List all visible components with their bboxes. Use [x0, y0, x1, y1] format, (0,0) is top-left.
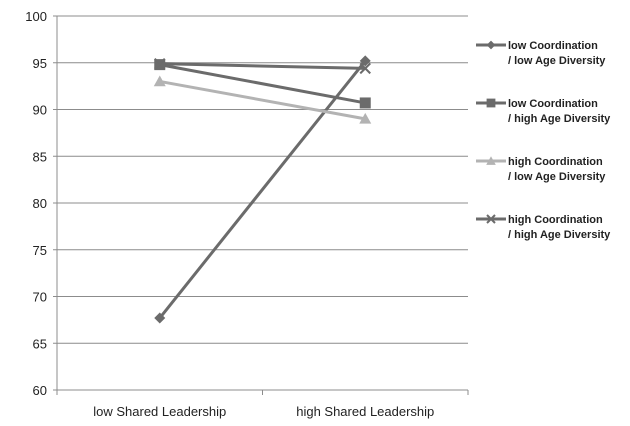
- legend-item-2: low Coordination / high Age Diversity: [476, 98, 611, 125]
- data-point-1-2: [359, 55, 371, 67]
- x-tick-labels: low Shared Leadership high Shared Leaders…: [93, 404, 434, 419]
- x-marker-stroke: [359, 62, 371, 75]
- data-point-3-2: [359, 112, 372, 124]
- legend-label: / high Age Diversity: [508, 229, 611, 241]
- x-tick-label: low Shared Leadership: [93, 404, 226, 419]
- series-markers: [153, 55, 372, 324]
- legend-label: / low Age Diversity: [508, 171, 606, 183]
- y-tick-label: 95: [33, 56, 47, 71]
- legend-label: low Coordination: [508, 98, 598, 110]
- legend-swatch-marker: [486, 214, 496, 224]
- y-tick-label: 90: [33, 103, 47, 118]
- legend-swatch-marker: [486, 40, 496, 50]
- series-lines: [158, 59, 367, 319]
- data-point-3-1: [153, 75, 166, 87]
- data-point-2-2: [359, 97, 371, 109]
- y-tick-label: 70: [33, 290, 47, 305]
- y-tick-label: 100: [25, 9, 47, 24]
- y-tick-label: 65: [33, 336, 47, 351]
- series-line-4: [159, 62, 366, 70]
- gridlines: [57, 15, 468, 391]
- legend-label: high Coordination: [508, 214, 603, 226]
- legend-label: high Coordination: [508, 156, 603, 168]
- legend-item-1: low Coordination / low Age Diversity: [476, 40, 606, 67]
- y-tick-label: 80: [33, 196, 47, 211]
- legend-swatch-marker: [486, 98, 496, 108]
- legend-item-4: high Coordination / high Age Diversity: [476, 214, 611, 241]
- y-tick-label: 60: [33, 383, 47, 398]
- legend-label: / high Age Diversity: [508, 113, 611, 125]
- data-point-4-1: [154, 57, 166, 70]
- axes: [53, 15, 469, 395]
- x-marker-stroke: [486, 214, 496, 224]
- legend-swatch-marker: [486, 156, 496, 165]
- legend-label: low Coordination: [508, 40, 598, 52]
- x-marker-stroke: [154, 57, 166, 70]
- x-tick-label: high Shared Leadership: [296, 404, 434, 419]
- legend-label: / low Age Diversity: [508, 55, 606, 67]
- series-line-3: [159, 79, 366, 121]
- series-line-2: [159, 63, 366, 105]
- y-tick-label: 75: [33, 243, 47, 258]
- data-point-1-1: [154, 312, 166, 324]
- data-point-4-2: [359, 62, 371, 75]
- y-tick-labels: 60 65 70 75 80 85 90 95 100: [25, 9, 47, 398]
- series-line-1: [158, 59, 367, 319]
- y-tick-label: 85: [33, 149, 47, 164]
- legend-item-3: high Coordination / low Age Diversity: [476, 156, 606, 183]
